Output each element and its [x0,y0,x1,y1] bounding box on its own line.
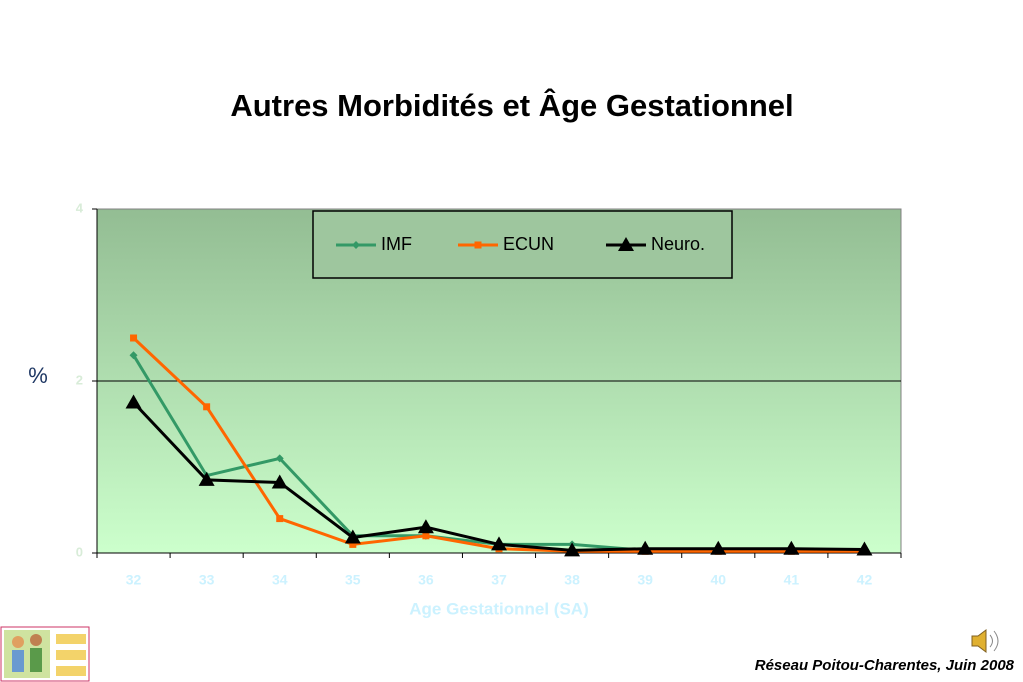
marker [474,241,482,249]
x-tick-label: 40 [710,572,726,588]
legend-label: IMF [381,234,412,254]
legend: IMF ECUN Neuro. [312,210,733,279]
legend-box [312,210,733,279]
marker [130,334,138,342]
marker [203,403,211,411]
marker [710,540,727,555]
x-tick-label: 37 [491,572,507,588]
marker [618,237,634,251]
x-tick-label: 35 [345,572,361,588]
marker [125,394,142,409]
marker [564,542,581,557]
marker [491,536,507,551]
x-tick-label: 32 [126,572,142,588]
marker [129,351,138,360]
x-tick-label: 42 [857,572,873,588]
marker [856,541,873,556]
x-tick-label: 41 [784,572,800,588]
x-tick-label: 34 [272,572,288,588]
marker [344,529,361,544]
x-axis-label: Age Gestationnel (SA) [409,599,588,618]
marker [271,474,288,489]
marker [349,540,357,548]
chart-title: Autres Morbidités et Âge Gestationnel [230,87,793,123]
legend-label: Neuro. [651,234,705,254]
speaker-icon[interactable] [971,629,999,653]
marker [417,519,434,534]
x-tick-label: 33 [199,572,215,588]
y-tick-label: 4 [76,200,84,215]
marker [198,471,215,486]
x-tick-label: 38 [564,572,580,588]
series [125,394,873,557]
marker [637,540,654,555]
x-tick-label: 36 [418,572,434,588]
marker [352,241,360,249]
y-tick-label: 2 [76,372,83,387]
x-tick-label: 39 [637,572,653,588]
legend-label: ECUN [503,234,554,254]
marker [275,454,284,463]
marker [422,532,430,540]
y-tick-label: 0 [76,544,83,559]
marker [783,540,800,555]
footer: Réseau Poitou-Charentes, Juin 2008 [755,657,1015,674]
y-axis-label: % [28,363,48,388]
logo [0,626,90,682]
marker [276,515,284,523]
